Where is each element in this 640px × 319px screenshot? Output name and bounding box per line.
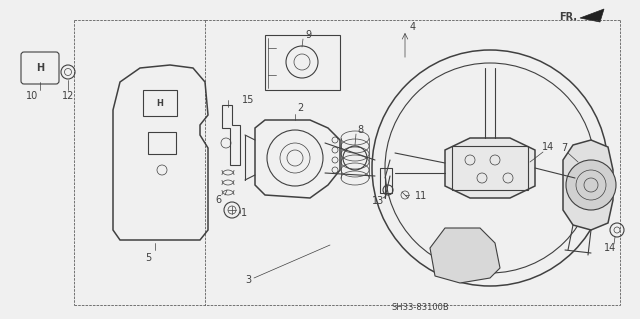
Polygon shape (580, 9, 604, 22)
Text: 15: 15 (242, 95, 254, 105)
Text: H: H (36, 63, 44, 73)
Text: FR.: FR. (559, 12, 577, 22)
Bar (452, 146, 528, 190)
Polygon shape (430, 228, 500, 283)
Bar (380, 168, 392, 193)
Bar (265, 35, 340, 90)
Polygon shape (445, 138, 535, 198)
Text: 2: 2 (297, 103, 303, 113)
Text: 8: 8 (357, 125, 363, 135)
Circle shape (566, 160, 616, 210)
Text: 6: 6 (215, 195, 221, 205)
Text: 5: 5 (145, 253, 151, 263)
Bar (143, 90, 177, 116)
Text: 7: 7 (561, 143, 567, 153)
Text: 9: 9 (305, 30, 311, 40)
Text: 3: 3 (245, 275, 251, 285)
Bar (148, 132, 176, 154)
Text: 11: 11 (415, 191, 428, 201)
Text: H: H (157, 99, 163, 108)
Text: 4: 4 (410, 22, 416, 32)
Text: 12: 12 (62, 91, 74, 101)
Text: 10: 10 (26, 91, 38, 101)
Text: SH33-83100B: SH33-83100B (391, 303, 449, 313)
Text: 13: 13 (372, 196, 384, 206)
Text: 1: 1 (241, 208, 247, 218)
Text: 14: 14 (542, 142, 554, 152)
Polygon shape (563, 140, 613, 230)
Text: 14: 14 (604, 243, 616, 253)
